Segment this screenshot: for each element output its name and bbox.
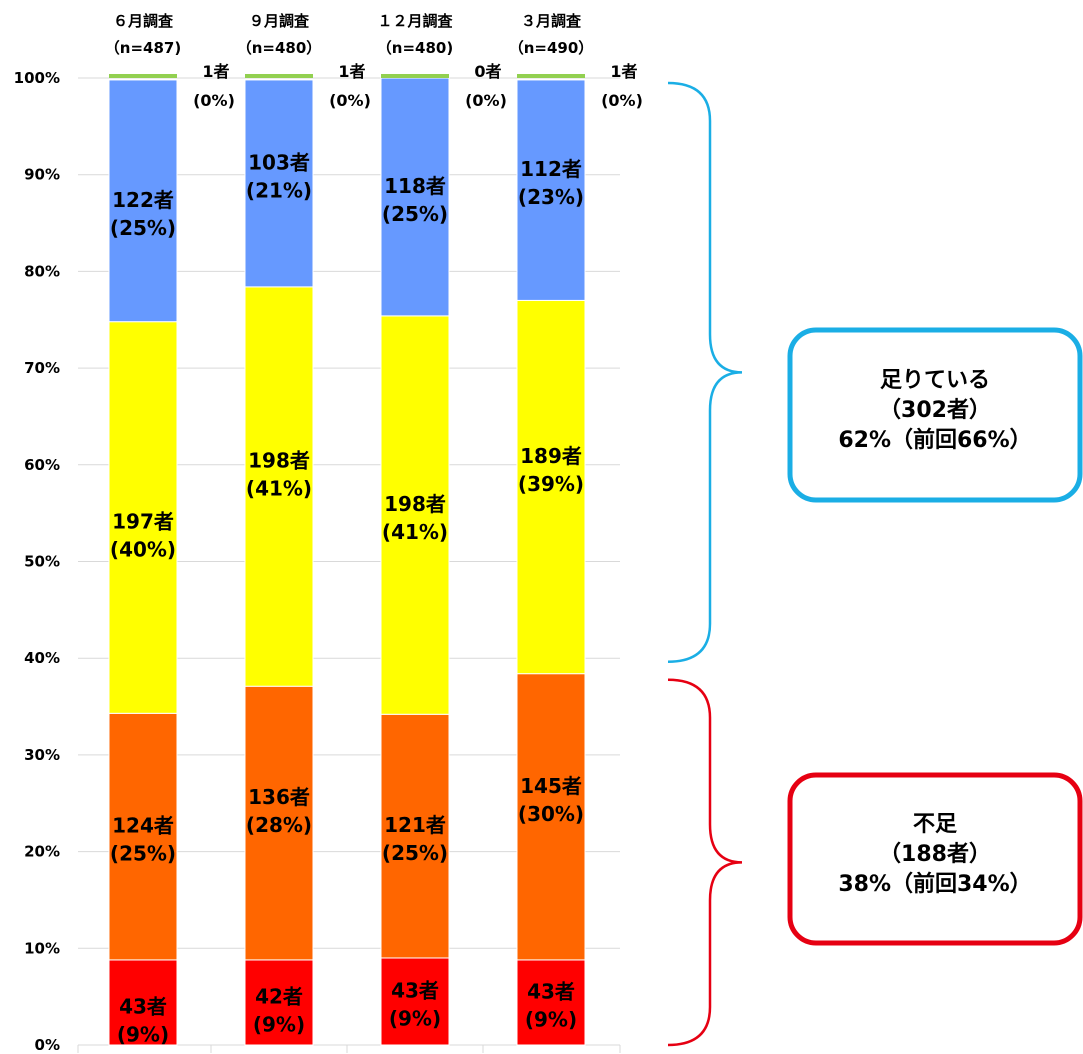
y-tick-label: 50%	[24, 553, 60, 571]
bar-percent-label: (21%)	[246, 178, 312, 202]
bar-value-label: 43者	[391, 978, 439, 1002]
annotation-box	[787, 327, 1083, 503]
bar-segment	[108, 79, 178, 323]
bar-value-label: 189者	[520, 444, 582, 468]
bar-percent-label: (25%)	[110, 842, 176, 866]
sample-size-label: （n=480)	[377, 39, 453, 57]
annotation-box	[787, 772, 1083, 946]
bar-segment	[109, 74, 177, 78]
bar-percent-label: (0%)	[465, 91, 507, 110]
y-tick-label: 30%	[24, 746, 60, 764]
bar-percent-label: (0%)	[193, 91, 235, 110]
bar-segment	[380, 957, 450, 1046]
y-tick-label: 60%	[24, 456, 60, 474]
annotations: 足りている （302者） 62%（前回66%） 不足 （188者） 38%（前回34%）	[667, 81, 1083, 1047]
bar-percent-label: (0%)	[329, 91, 371, 110]
y-tick-label: 80%	[24, 262, 60, 280]
annotation-text: 38%（前回34%）	[838, 871, 1031, 897]
bar-percent-label: (41%)	[382, 520, 448, 544]
bar-segment	[108, 321, 178, 714]
bar-segment	[380, 713, 450, 959]
bar-value-label: 1者	[610, 62, 637, 81]
bar-percent-label: (25%)	[382, 841, 448, 865]
bar-value-label: 1者	[202, 62, 229, 81]
bar-percent-label: (9%)	[389, 1006, 441, 1030]
sample-size-label: （n=490）	[509, 39, 594, 57]
category-label: ９月調査	[249, 12, 310, 30]
y-tick-label: 90%	[24, 166, 60, 184]
bar-value-label: 198者	[384, 492, 446, 516]
category-headers: ６月調査 （n=487) ９月調査 （n=480） １２月調査 （n=480) ３月調査 （n…	[105, 12, 593, 57]
annotation-text: 不足	[913, 812, 957, 837]
bar-segment	[244, 79, 314, 288]
bar-percent-label: (9%)	[525, 1007, 577, 1031]
bar-segment	[516, 79, 586, 301]
bar-percent-label: (39%)	[518, 472, 584, 496]
bar-percent-label: (23%)	[518, 185, 584, 209]
annotation-text: （302者）	[879, 398, 991, 423]
y-axis: 0% 10% 20% 30% 40% 50% 60% 70% 80% 90% 100%	[14, 69, 60, 1054]
bar-segment	[381, 74, 449, 78]
y-tick-label: 10%	[24, 939, 60, 957]
annotation-text: （188者）	[879, 842, 991, 867]
bar-value-label: 145者	[520, 774, 582, 798]
annotation-text: 62%（前回66%）	[838, 427, 1031, 453]
bar-segment	[516, 673, 586, 961]
category-label: ３月調査	[521, 12, 582, 30]
bar-percent-label: (30%)	[518, 802, 584, 826]
data-labels: 43者 (9%) 124者 (25%) 197者 (40%) 122者 (25%) 1者 (0%)…	[110, 62, 643, 1046]
bar-percent-label: (25%)	[110, 216, 176, 240]
bar-segment	[516, 959, 586, 1046]
bar-value-label: 197者	[112, 510, 174, 534]
bar-segment	[245, 74, 313, 78]
category-label: ６月調査	[113, 12, 174, 30]
bar-segment	[244, 685, 314, 961]
y-tick-label: 70%	[24, 359, 60, 377]
bar-percent-label: (9%)	[253, 1012, 305, 1036]
y-tick-label: 100%	[14, 69, 60, 87]
bar-value-label: 121者	[384, 813, 446, 837]
bar-value-label: 122者	[112, 188, 174, 212]
bar-value-label: 43者	[527, 979, 575, 1003]
bar-segment	[516, 299, 586, 675]
bar-segment	[108, 959, 178, 1046]
bar-value-label: 43者	[119, 994, 167, 1018]
bar-segment	[108, 712, 178, 961]
bar-value-label: 103者	[248, 150, 310, 174]
bar-value-label: 198者	[248, 449, 310, 473]
bar-value-label: 124者	[112, 814, 174, 838]
bar-segment	[244, 286, 314, 687]
bar-percent-label: (25%)	[382, 202, 448, 226]
bar-value-label: 42者	[255, 984, 303, 1008]
annotation-text: 足りている	[880, 368, 990, 393]
brace	[667, 81, 743, 663]
bar-value-label: 118者	[384, 174, 446, 198]
y-tick-label: 20%	[24, 843, 60, 861]
bar-segment	[380, 315, 450, 715]
sample-size-label: （n=480）	[237, 39, 322, 57]
bar-value-label: 136者	[248, 785, 310, 809]
bar-segment	[244, 959, 314, 1046]
bar-value-label: 112者	[520, 157, 582, 181]
bar-percent-label: (9%)	[117, 1022, 169, 1046]
bar-segment	[380, 77, 450, 317]
y-tick-label: 0%	[35, 1036, 60, 1054]
bar-value-label: 1者	[338, 62, 365, 81]
bar-segment	[517, 74, 585, 78]
sample-size-label: （n=487)	[105, 39, 181, 57]
bar-percent-label: (41%)	[246, 477, 312, 501]
bar-percent-label: (40%)	[110, 538, 176, 562]
bar-value-label: 0者	[474, 62, 501, 81]
brace	[667, 678, 743, 1047]
bars	[108, 74, 586, 1046]
bar-percent-label: (28%)	[246, 813, 312, 837]
category-label: １２月調査	[377, 12, 453, 30]
bar-percent-label: (0%)	[601, 91, 643, 110]
y-tick-label: 40%	[24, 649, 60, 667]
